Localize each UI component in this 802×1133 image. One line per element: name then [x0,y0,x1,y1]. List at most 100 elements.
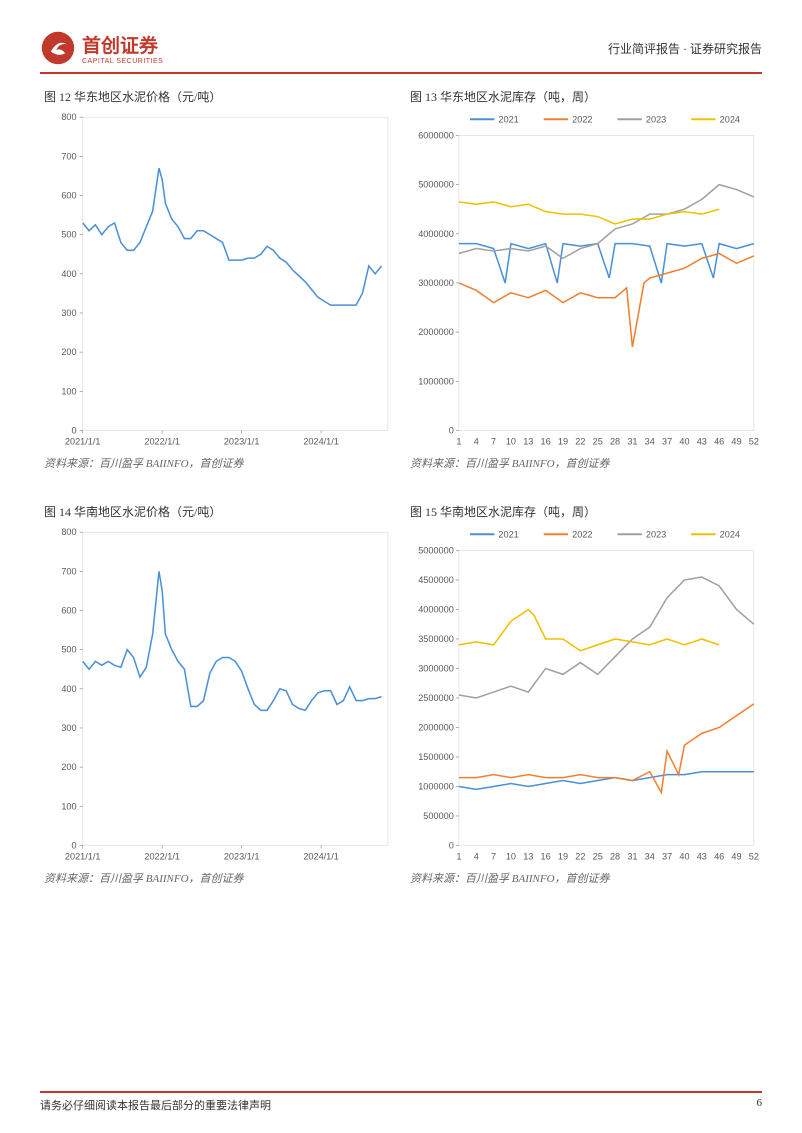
svg-text:3000000: 3000000 [418,663,454,673]
svg-text:600: 600 [61,191,76,201]
svg-text:400: 400 [61,269,76,279]
svg-text:2024: 2024 [720,114,740,124]
svg-text:4000000: 4000000 [418,604,454,614]
svg-text:10: 10 [506,852,516,862]
svg-text:34: 34 [645,852,655,862]
footer-page: 6 [757,1097,763,1113]
svg-text:49: 49 [731,437,741,447]
svg-text:800: 800 [61,112,76,122]
svg-text:2000000: 2000000 [418,722,454,732]
chart-13-svg: 0100000020000003000000400000050000006000… [406,107,762,453]
svg-text:49: 49 [731,852,741,862]
svg-text:19: 19 [558,437,568,447]
svg-text:46: 46 [714,852,724,862]
logo-icon [40,30,76,66]
svg-text:2023/1/1: 2023/1/1 [224,437,260,447]
svg-text:16: 16 [541,437,551,447]
svg-text:13: 13 [523,852,533,862]
svg-text:2021/1/1: 2021/1/1 [65,852,101,862]
svg-text:31: 31 [627,437,637,447]
chart-14-svg: 0 100 200 300 400 500 600 700 800 2021/1/1 2022/1/… [40,522,396,868]
svg-text:2021/1/1: 2021/1/1 [65,437,101,447]
chart-14: 图 14 华南地区水泥价格（元/吨） 0 100 200 300 400 500 600 70… [40,503,396,916]
svg-text:0: 0 [72,426,77,436]
chart-15-svg: 0500000100000015000002000000250000030000… [406,522,762,868]
chart-15-title: 图 15 华南地区水泥库存（吨，周） [406,503,762,520]
svg-text:28: 28 [610,437,620,447]
svg-text:34: 34 [645,437,655,447]
header-right-text: 行业简评报告 · 证券研究报告 [608,40,762,57]
svg-text:4500000: 4500000 [418,575,454,585]
svg-text:100: 100 [61,801,76,811]
svg-text:2022: 2022 [572,114,592,124]
chart-12-title: 图 12 华东地区水泥价格（元/吨） [40,88,396,105]
svg-text:19: 19 [558,852,568,862]
svg-text:2021: 2021 [498,114,518,124]
svg-text:2000000: 2000000 [418,327,454,337]
svg-text:25: 25 [593,852,603,862]
svg-text:200: 200 [61,762,76,772]
logo: 首创证券 CAPITAL SECURITIES [40,30,163,66]
svg-text:46: 46 [714,437,724,447]
svg-text:2500000: 2500000 [418,693,454,703]
svg-text:1: 1 [456,437,461,447]
svg-text:13: 13 [523,437,533,447]
svg-text:4: 4 [474,852,479,862]
chart-14-title: 图 14 华南地区水泥价格（元/吨） [40,503,396,520]
svg-text:25: 25 [593,437,603,447]
svg-text:0: 0 [449,426,454,436]
svg-text:800: 800 [61,527,76,537]
svg-text:0: 0 [72,840,77,850]
chart-13: 图 13 华东地区水泥库存（吨，周） 010000002000000300000… [406,88,762,501]
svg-text:700: 700 [61,151,76,161]
svg-text:500: 500 [61,645,76,655]
svg-text:22: 22 [575,437,585,447]
svg-text:2024/1/1: 2024/1/1 [303,437,339,447]
svg-text:16: 16 [541,852,551,862]
chart-12-source: 资料来源：百川盈孚 BAIINFO，首创证券 [40,455,396,471]
svg-text:2024: 2024 [720,529,740,539]
svg-text:7: 7 [491,852,496,862]
footer-disclaimer: 请务必仔细阅读本报告最后部分的重要法律声明 [40,1097,271,1113]
svg-text:2021: 2021 [498,529,518,539]
svg-text:400: 400 [61,684,76,694]
svg-text:2023: 2023 [646,529,666,539]
svg-text:100: 100 [61,386,76,396]
chart-13-source: 资料来源：百川盈孚 BAIINFO，首创证券 [406,455,762,471]
svg-text:52: 52 [749,437,759,447]
svg-text:600: 600 [61,605,76,615]
svg-text:40: 40 [679,437,689,447]
svg-text:1500000: 1500000 [418,752,454,762]
svg-text:2023/1/1: 2023/1/1 [224,852,260,862]
chart-15-source: 资料来源：百川盈孚 BAIINFO，首创证券 [406,870,762,886]
svg-text:700: 700 [61,566,76,576]
chart-14-source: 资料来源：百川盈孚 BAIINFO，首创证券 [40,870,396,886]
chart-12-svg: 01002003004005006007008002021/1/12022/1/… [40,107,396,453]
svg-text:52: 52 [749,852,759,862]
svg-text:2023: 2023 [646,114,666,124]
svg-text:40: 40 [679,852,689,862]
header: 首创证券 CAPITAL SECURITIES 行业简评报告 · 证券研究报告 [40,30,762,74]
svg-text:10: 10 [506,437,516,447]
svg-text:2024/1/1: 2024/1/1 [303,852,339,862]
svg-text:43: 43 [697,437,707,447]
svg-text:300: 300 [61,308,76,318]
svg-text:6000000: 6000000 [418,131,454,141]
svg-text:31: 31 [627,852,637,862]
svg-text:3500000: 3500000 [418,634,454,644]
svg-text:3000000: 3000000 [418,278,454,288]
logo-text-main: 首创证券 [82,31,163,58]
svg-text:22: 22 [575,852,585,862]
svg-text:500: 500 [61,230,76,240]
footer: 请务必仔细阅读本报告最后部分的重要法律声明 6 [40,1091,762,1113]
svg-text:43: 43 [697,852,707,862]
chart-15: 图 15 华南地区水泥库存（吨，周） 050000010000001500000… [406,503,762,916]
svg-text:500000: 500000 [423,811,454,821]
charts-grid: 图 12 华东地区水泥价格（元/吨） 010020030040050060070… [40,88,762,916]
chart-12: 图 12 华东地区水泥价格（元/吨） 0 100 200 300 400 500 600 70… [40,88,396,501]
logo-text-sub: CAPITAL SECURITIES [82,58,163,65]
svg-text:200: 200 [61,347,76,357]
svg-text:1: 1 [456,852,461,862]
svg-text:2022/1/1: 2022/1/1 [144,852,180,862]
svg-text:300: 300 [61,723,76,733]
